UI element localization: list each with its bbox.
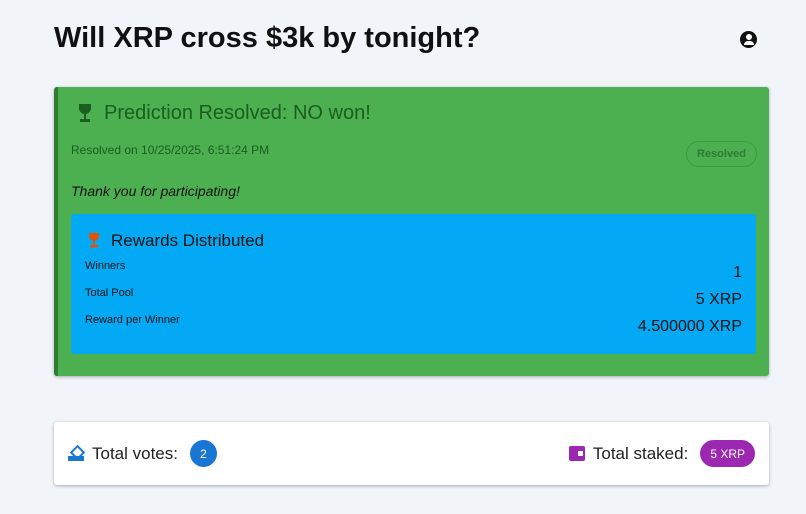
account-circle-icon[interactable] (740, 31, 757, 48)
page-title: Will XRP cross $3k by tonight? (54, 22, 481, 54)
trophy-icon (87, 233, 101, 249)
thanks-message: Thank you for participating! (71, 183, 240, 199)
reward-label: Reward per Winner (85, 314, 180, 326)
ballot-icon (68, 446, 84, 462)
reward-row-per-winner: Reward per Winner 4.500000 XRP (85, 314, 742, 336)
wallet-icon (568, 446, 585, 461)
total-votes: Total votes: 2 (68, 440, 217, 467)
status-badge: Resolved (686, 141, 757, 167)
rewards-panel: Rewards Distributed Winners 1 Total Pool… (71, 214, 756, 354)
rewards-heading: Rewards Distributed (85, 231, 264, 251)
reward-label: Winners (85, 260, 126, 272)
reward-row-total-pool: Total Pool 5 XRP (85, 287, 742, 309)
reward-row-winners: Winners 1 (85, 260, 742, 282)
resolution-title: Prediction Resolved: NO won! (104, 102, 371, 124)
votes-count: 2 (190, 440, 217, 467)
reward-label: Total Pool (85, 287, 134, 299)
staked-amount: 5 XRP (700, 440, 755, 467)
resolution-heading: Prediction Resolved: NO won! (76, 102, 371, 125)
resolved-timestamp: Resolved on 10/25/2025, 6:51:24 PM (71, 143, 270, 157)
votes-label: Total votes: (92, 443, 178, 463)
resolution-card: Prediction Resolved: NO won! Resolved on… (54, 87, 769, 376)
total-staked: Total staked: 5 XRP (568, 440, 755, 467)
reward-value: 4.500000 XRP (637, 318, 742, 335)
reward-value: 5 XRP (695, 291, 742, 308)
rewards-title: Rewards Distributed (111, 231, 265, 250)
staked-label: Total staked: (592, 443, 689, 463)
trophy-icon (76, 103, 94, 124)
reward-value: 1 (733, 264, 742, 281)
stats-bar: Total votes: 2 Total staked: 5 XRP (54, 422, 769, 485)
